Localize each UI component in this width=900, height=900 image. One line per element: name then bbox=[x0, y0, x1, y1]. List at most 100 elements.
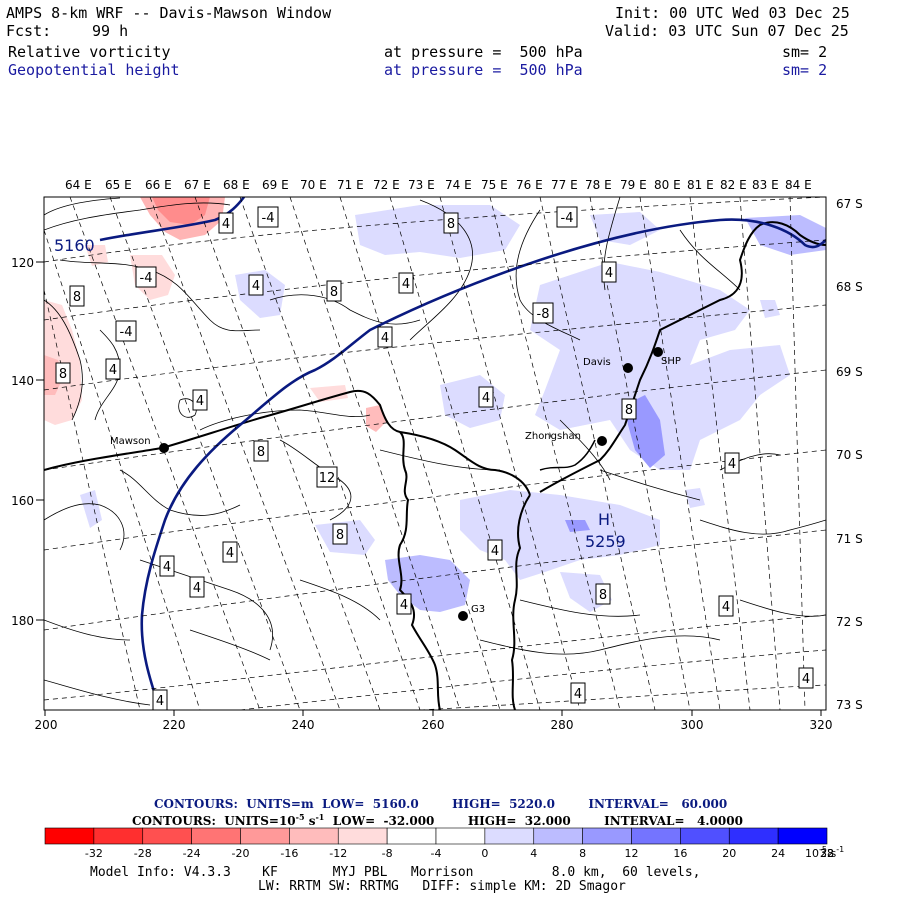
x-tick-label: 300 bbox=[681, 718, 704, 732]
svg-text:-4: -4 bbox=[140, 271, 153, 286]
svg-text:4: 4 bbox=[605, 266, 613, 281]
colorbar-tick-label: 32 bbox=[820, 847, 834, 860]
contour-label: 8 bbox=[69, 285, 85, 307]
colorbar-tick-label: -20 bbox=[232, 847, 250, 860]
svg-text:-4: -4 bbox=[262, 211, 275, 226]
svg-text:4: 4 bbox=[381, 331, 389, 346]
field1-pressure: at pressure = 500 hPa bbox=[384, 43, 583, 61]
high-pressure-value: 5259 bbox=[585, 532, 626, 551]
field2-name: Geopotential height bbox=[8, 61, 180, 79]
contour-label: 4 bbox=[377, 326, 393, 348]
svg-text:4: 4 bbox=[109, 363, 117, 378]
station-label-g3: G3 bbox=[471, 604, 485, 615]
colorbar-swatch bbox=[337, 827, 388, 845]
svg-text:8: 8 bbox=[625, 403, 633, 418]
model-info-line1: Model Info: V4.3.3 KF MYJ PBL Morrison 8… bbox=[90, 865, 701, 880]
contour-label: 4 bbox=[189, 576, 205, 598]
station-dot-shp bbox=[653, 347, 663, 357]
contour-label: 4 bbox=[159, 555, 175, 577]
contour-label: 4 bbox=[478, 386, 494, 408]
contour-label: 4 bbox=[724, 452, 740, 474]
y-tick-label: 180 bbox=[11, 614, 34, 628]
contour-label: 4 bbox=[601, 261, 617, 283]
svg-text:4: 4 bbox=[252, 279, 260, 294]
colorbar-swatch bbox=[484, 827, 535, 845]
colorbar-tick-label: 20 bbox=[722, 847, 736, 860]
colorbar-swatch bbox=[582, 827, 632, 845]
lat-label: 73 S bbox=[836, 698, 863, 712]
colorbar-swatch bbox=[435, 827, 486, 845]
x-axis-labels: 200 220 240 260 280 300 320 bbox=[35, 718, 833, 732]
neg-vorticity-shade bbox=[366, 405, 386, 432]
contour-label: -4 bbox=[257, 206, 279, 228]
svg-text:4: 4 bbox=[193, 581, 201, 596]
lon-label: 75 E bbox=[481, 178, 508, 192]
contour-label: 4 bbox=[487, 539, 503, 561]
contour-label: 8 bbox=[326, 280, 342, 302]
lat-label: 68 S bbox=[836, 280, 863, 294]
pos-vorticity-shade bbox=[355, 205, 520, 258]
axis-ticks bbox=[36, 261, 822, 716]
pos-vorticity-shade bbox=[565, 520, 590, 532]
svg-text:8: 8 bbox=[73, 290, 81, 305]
pos-vorticity-shade bbox=[460, 490, 660, 580]
station-label-zhongshan: Zhongshan bbox=[525, 431, 581, 442]
svg-text:4: 4 bbox=[226, 546, 234, 561]
lon-label: 72 E bbox=[373, 178, 400, 192]
lon-label: 69 E bbox=[262, 178, 289, 192]
colorbar-tick-label: 8 bbox=[579, 847, 586, 860]
height-label-5160: 5160 bbox=[54, 236, 95, 255]
contour-label: 8 bbox=[595, 583, 611, 605]
lat-label: 69 S bbox=[836, 365, 863, 379]
svg-text:4: 4 bbox=[402, 277, 410, 292]
contour-label: 4 bbox=[396, 593, 412, 615]
vorticity-contours-legend: CONTOURS: UNITS=10-5 s-1 LOW= -32.000 HI… bbox=[132, 812, 743, 828]
x-tick-label: 320 bbox=[810, 718, 833, 732]
x-tick-label: 200 bbox=[35, 718, 58, 732]
neg-vorticity-shade bbox=[310, 385, 348, 402]
lon-label: 68 E bbox=[223, 178, 250, 192]
colorbar-tick-label: -16 bbox=[280, 847, 298, 860]
colorbar-swatch bbox=[44, 827, 95, 845]
colorbar-tick-label: -8 bbox=[382, 847, 393, 860]
svg-text:4: 4 bbox=[728, 457, 736, 472]
lon-label: 77 E bbox=[551, 178, 578, 192]
station-dot-davis bbox=[623, 363, 633, 373]
station-dot-g3 bbox=[458, 611, 468, 621]
plot-frame bbox=[43, 196, 827, 711]
colorbar-tick-label: 28 bbox=[820, 847, 834, 860]
field2-smoothing: sm= 2 bbox=[782, 61, 828, 79]
lat-label: 71 S bbox=[836, 532, 863, 546]
contour-label: 4 bbox=[570, 682, 586, 704]
contour-label: 8 bbox=[253, 440, 269, 462]
contour-label: -4 bbox=[556, 206, 578, 228]
field2-pressure: at pressure = 500 hPa bbox=[384, 61, 583, 79]
pos-vorticity-shade bbox=[590, 212, 660, 245]
colorbar-swatch bbox=[680, 827, 730, 845]
contour-label: 4 bbox=[152, 689, 168, 711]
svg-text:8: 8 bbox=[447, 217, 455, 232]
coastline bbox=[539, 439, 596, 471]
x-tick-label: 260 bbox=[422, 718, 445, 732]
field1-smoothing: sm= 2 bbox=[782, 43, 828, 61]
lon-label: 64 E bbox=[65, 178, 92, 192]
contour-label: 4 bbox=[248, 274, 264, 296]
svg-text:4: 4 bbox=[400, 598, 408, 613]
contour-label: 4 bbox=[105, 358, 121, 380]
station-dot-zhongshan bbox=[597, 436, 607, 446]
coastline bbox=[510, 494, 531, 710]
height-contour-5160 bbox=[99, 197, 246, 242]
colorbar-tick-label: 16 bbox=[673, 847, 687, 860]
pos-vorticity-shade bbox=[440, 375, 505, 428]
lon-label: 79 E bbox=[620, 178, 647, 192]
colorbar-swatch bbox=[93, 827, 144, 845]
lon-labels: 64 E 65 E 66 E 67 E 68 E 69 E 70 E 71 E … bbox=[65, 178, 812, 192]
svg-text:4: 4 bbox=[196, 394, 204, 409]
colorbar-tick-label: 24 bbox=[771, 847, 785, 860]
lat-label: 72 S bbox=[836, 615, 863, 629]
colorbar-tick-label: -12 bbox=[329, 847, 347, 860]
height-contour-5220 bbox=[140, 218, 826, 710]
station-label-shp: SHP bbox=[661, 356, 681, 367]
